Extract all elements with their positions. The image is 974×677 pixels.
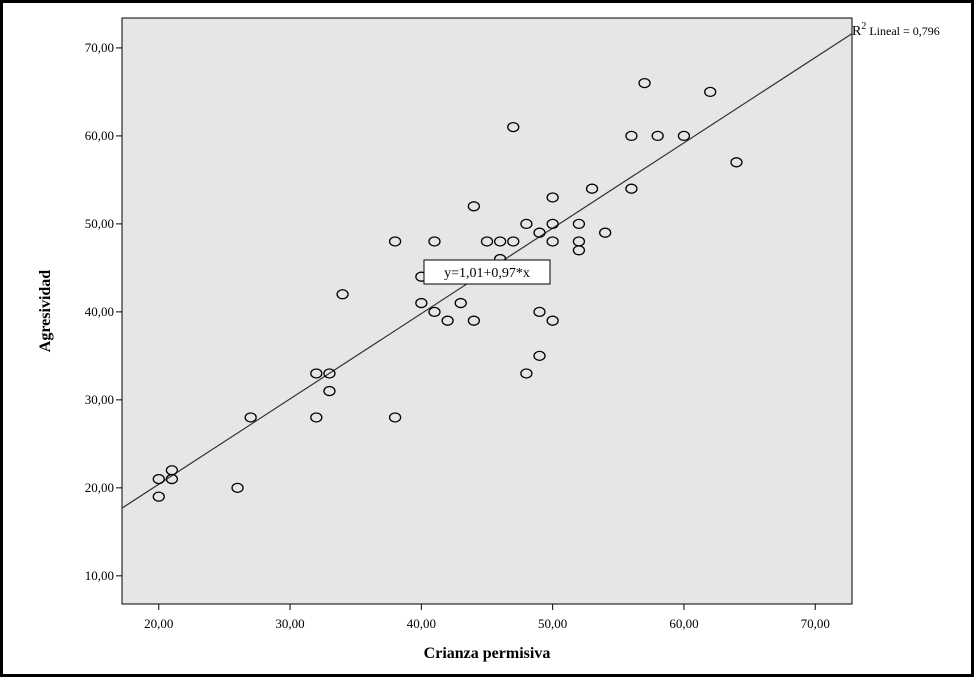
equation-label: y=1,01+0,97*x: [444, 266, 530, 281]
data-point: [533, 306, 546, 318]
data-point: [507, 236, 520, 247]
data-point: [165, 465, 179, 476]
data-point: [546, 192, 559, 203]
equation-box: [423, 259, 551, 285]
data-point: [467, 315, 481, 326]
data-point: [441, 315, 454, 326]
x-tick-label: 20,00: [144, 616, 173, 631]
data-point: [704, 86, 717, 98]
y-tick-label: 70,00: [85, 40, 114, 55]
data-point: [677, 130, 691, 142]
data-point: [415, 297, 428, 309]
data-point: [625, 183, 638, 194]
data-point: [152, 491, 165, 502]
x-tick-label: 40,00: [407, 616, 436, 631]
y-tick-label: 10,00: [85, 568, 114, 583]
data-point: [493, 236, 507, 247]
data-point: [310, 412, 323, 423]
data-point: [572, 218, 586, 230]
r-squared-label: R2 Lineal = 0,796: [852, 21, 940, 39]
y-tick-label: 20,00: [85, 480, 114, 495]
y-tick-label: 50,00: [85, 216, 114, 231]
plot-area: [121, 17, 853, 605]
data-point: [323, 368, 336, 379]
data-point: [152, 473, 165, 485]
data-point: [428, 236, 441, 247]
data-point: [546, 315, 559, 326]
data-point: [507, 121, 520, 133]
x-tick-label: 50,00: [538, 616, 567, 631]
y-tick-label: 30,00: [85, 392, 114, 407]
data-point: [638, 77, 651, 89]
data-point: [572, 236, 586, 247]
data-point: [244, 412, 257, 423]
data-point: [585, 183, 599, 194]
data-points: [152, 77, 743, 502]
data-point: [651, 130, 664, 142]
x-axis-label: Crianza permisiva: [424, 645, 551, 662]
data-point: [336, 289, 349, 300]
data-point: [533, 227, 546, 238]
data-point: [546, 218, 559, 230]
y-tick-label: 40,00: [85, 304, 114, 319]
data-point: [231, 482, 244, 494]
axis-ticks: 20,00 30,00 40,00 50,00 60,00 70,00 10,00 20,00…: [85, 40, 830, 631]
x-tick-label: 30,00: [275, 616, 304, 631]
data-point: [520, 368, 533, 379]
data-point: [599, 227, 612, 238]
data-point: [625, 130, 638, 142]
data-point: [388, 412, 402, 423]
data-point: [520, 218, 533, 230]
data-point: [428, 306, 441, 318]
data-point: [480, 236, 494, 247]
data-point: [546, 236, 559, 247]
data-point: [310, 368, 323, 379]
y-tick-label: 60,00: [85, 128, 114, 143]
data-point: [454, 297, 467, 309]
data-point: [388, 236, 402, 247]
x-tick-label: 60,00: [669, 616, 698, 631]
x-tick-label: 70,00: [801, 616, 830, 631]
annotations: y=1,01+0,97*x R2 Lineal = 0,796: [423, 21, 940, 285]
y-axis-label: Agresividad: [37, 270, 54, 352]
data-point: [730, 157, 743, 168]
data-point: [533, 350, 546, 362]
data-point: [467, 201, 481, 212]
data-point: [323, 385, 336, 397]
